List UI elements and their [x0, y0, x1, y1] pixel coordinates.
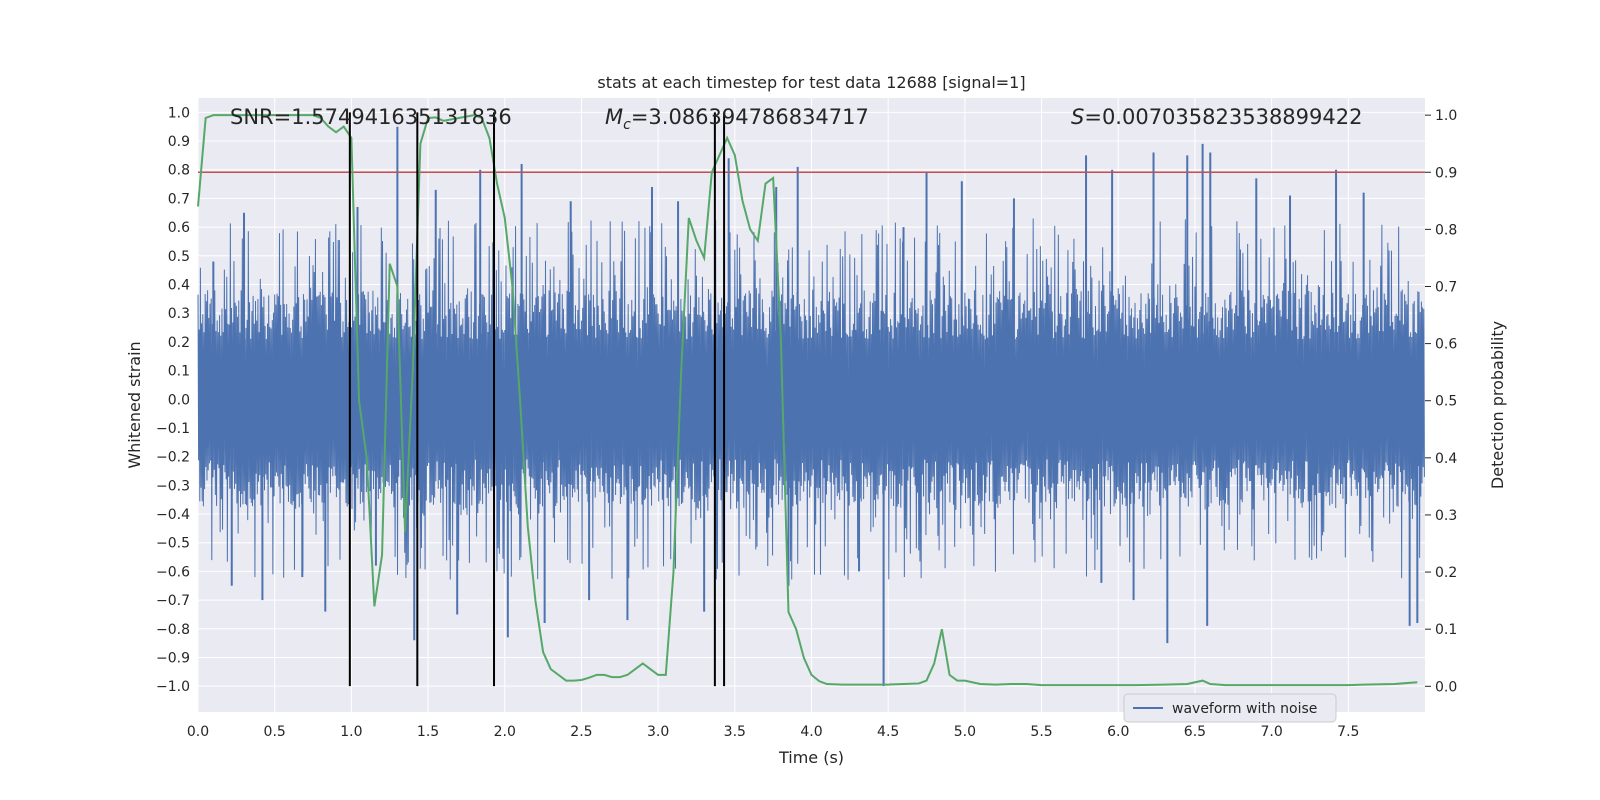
- chart-title: stats at each timestep for test data 126…: [597, 73, 1025, 92]
- y-right-tick-label: 0.0: [1435, 679, 1457, 695]
- y-right-tick-label: 0.9: [1435, 165, 1457, 181]
- mc-subscript: c: [623, 117, 631, 133]
- y-left-tick-label: −0.4: [156, 507, 190, 523]
- x-tick-label: 5.5: [1030, 724, 1052, 740]
- x-tick-label: 4.5: [877, 724, 899, 740]
- y-left-tick-label: −0.2: [156, 450, 190, 466]
- chirp-mass-annotation: Mc=3.086394786834717: [605, 105, 869, 133]
- y-left-tick-label: 0.4: [168, 277, 190, 293]
- y-left-axis-label: Whitened strain: [125, 341, 144, 468]
- x-tick-label: 5.0: [954, 724, 976, 740]
- x-axis-ticks: 0.0 0.5 1.0 1.5 2.0 2.5 3.0 3.5 4.0 4.5 5.0 5.5 6.0 6…: [187, 724, 1360, 740]
- legend: waveform with noise: [1123, 693, 1337, 723]
- legend-label: waveform with noise: [1172, 701, 1317, 717]
- x-tick-label: 6.0: [1107, 724, 1129, 740]
- y-left-axis-ticks: 1.0 0.9 0.8 0.7 0.6 0.5 0.4 0.3 0.2 0.1 0.0 −0.1 −0.…: [156, 105, 190, 695]
- detection-probability-series: [197, 114, 1418, 687]
- mc-value: =3.086394786834717: [631, 105, 869, 129]
- x-tick-label: 3.5: [724, 724, 746, 740]
- x-axis-label: Time (s): [778, 748, 844, 767]
- y-left-tick-label: 0.3: [168, 306, 190, 322]
- s-symbol: S: [1071, 105, 1084, 129]
- y-left-tick-label: −0.7: [156, 593, 190, 609]
- y-left-tick-label: −0.6: [156, 564, 190, 580]
- snr-annotation: SNR=1.574941635131836: [230, 105, 512, 129]
- y-right-axis-ticks: 1.0 0.9 0.8 0.7 0.6 0.5 0.4 0.3 0.2 0.1 0.0: [1425, 108, 1457, 695]
- y-left-tick-label: −0.9: [156, 650, 190, 666]
- y-right-tick-label: 1.0: [1435, 108, 1457, 124]
- y-left-tick-label: −0.8: [156, 622, 190, 638]
- legend-box: [1123, 693, 1337, 723]
- s-value: =0.007035823538899422: [1084, 105, 1362, 129]
- x-tick-label: 7.5: [1337, 724, 1359, 740]
- y-right-tick-label: 0.1: [1435, 622, 1457, 638]
- x-tick-label: 3.0: [647, 724, 669, 740]
- y-left-tick-label: 0.2: [168, 335, 190, 351]
- mc-symbol: M: [605, 105, 623, 129]
- y-right-tick-label: 0.3: [1435, 508, 1457, 524]
- y-left-tick-label: 0.6: [168, 220, 190, 236]
- x-tick-label: 4.0: [800, 724, 822, 740]
- x-tick-label: 2.5: [570, 724, 592, 740]
- y-left-tick-label: 1.0: [168, 105, 190, 121]
- x-tick-label: 1.5: [417, 724, 439, 740]
- y-left-tick-label: 0.0: [168, 392, 190, 408]
- y-right-tick-label: 0.8: [1435, 222, 1457, 238]
- x-tick-label: 6.5: [1184, 724, 1206, 740]
- x-tick-label: 0.5: [264, 724, 286, 740]
- vertical-markers: [348, 112, 726, 687]
- y-left-tick-label: −0.1: [156, 421, 190, 437]
- y-right-tick-label: 0.6: [1435, 337, 1457, 353]
- y-left-tick-label: 0.8: [168, 163, 190, 179]
- x-tick-label: 0.0: [187, 724, 209, 740]
- y-right-tick-label: 0.2: [1435, 565, 1457, 581]
- y-left-tick-label: 0.5: [168, 249, 190, 265]
- x-tick-label: 7.0: [1260, 724, 1282, 740]
- y-right-axis-label: Detection probability: [1488, 321, 1507, 489]
- y-left-tick-label: 0.9: [168, 134, 190, 150]
- y-left-tick-label: −0.5: [156, 536, 190, 552]
- x-tick-label: 2.0: [494, 724, 516, 740]
- y-right-tick-label: 0.4: [1435, 451, 1457, 467]
- y-left-tick-label: −0.3: [156, 478, 190, 494]
- probability-line: [197, 114, 1418, 687]
- y-right-tick-label: 0.5: [1435, 394, 1457, 410]
- y-left-tick-label: 0.1: [168, 364, 190, 380]
- y-left-tick-label: 0.7: [168, 191, 190, 207]
- s-annotation: S=0.007035823538899422: [1071, 105, 1362, 129]
- x-tick-label: 1.0: [340, 724, 362, 740]
- y-left-tick-label: −1.0: [156, 679, 190, 695]
- y-right-tick-label: 0.7: [1435, 279, 1457, 295]
- waveform-series: [197, 126, 1425, 687]
